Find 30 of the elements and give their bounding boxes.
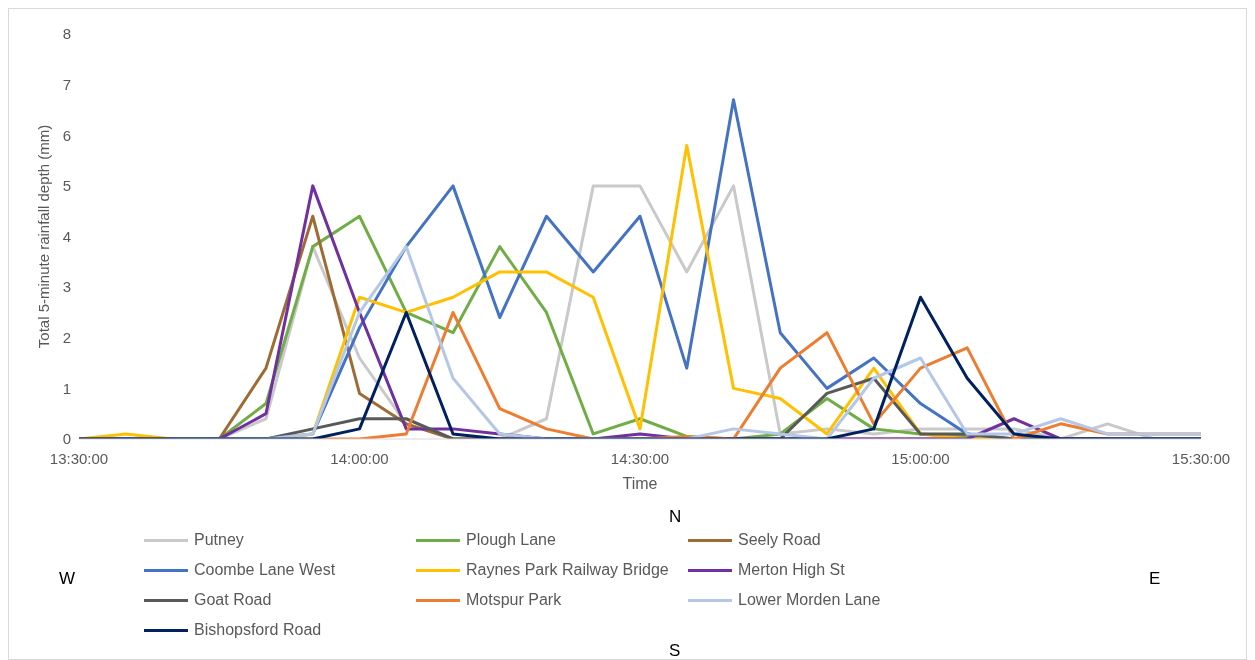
- text: S: [669, 641, 681, 660]
- text: E: [1149, 569, 1161, 589]
- y-tick-label: 7: [62, 75, 71, 93]
- x-tick-label: 13:30:00: [49, 449, 109, 467]
- legend-label: Plough Lane: [466, 531, 556, 549]
- y-tick-label: 3: [62, 278, 71, 296]
- x-axis-title: Time: [622, 475, 658, 492]
- x-tick-label: 14:30:00: [610, 449, 670, 467]
- y-tick-label: 8: [62, 25, 71, 43]
- legend-label: Seely Road: [738, 531, 821, 549]
- x-tick-label: 14:00:00: [330, 449, 389, 467]
- y-tick-label: 6: [62, 126, 71, 144]
- text: N: [669, 507, 682, 527]
- y-axis-title: Total 5-minute rainfall depth (mm): [35, 124, 53, 349]
- legend-label: Bishopsford Road: [194, 621, 322, 639]
- legend-label: Raynes Park Railway Bridge: [466, 561, 669, 579]
- y-tick-label: 1: [62, 379, 71, 397]
- legend-label: Goat Road: [194, 591, 272, 609]
- y-tick-label: 4: [62, 227, 71, 245]
- legend-label: Motspur Park: [466, 591, 562, 609]
- text: W: [59, 569, 76, 589]
- y-tick-label: 0: [62, 430, 71, 448]
- legend-label: Coombe Lane West: [194, 561, 336, 579]
- y-tick-label: 5: [62, 177, 71, 195]
- x-tick-label: 15:30:00: [1171, 449, 1231, 467]
- legend-label: Merton High St: [738, 561, 845, 579]
- legend-label: Putney: [194, 531, 244, 549]
- legend-label: Lower Morden Lane: [738, 591, 881, 609]
- x-tick-label: 15:00:00: [891, 449, 950, 467]
- y-tick-label: 2: [62, 329, 71, 347]
